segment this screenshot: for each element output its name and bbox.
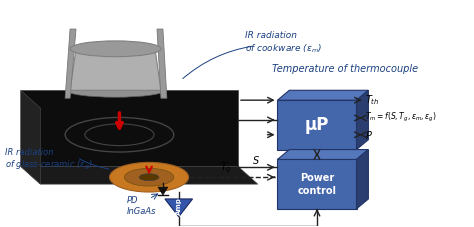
Text: Power
control: Power control xyxy=(298,173,337,196)
Ellipse shape xyxy=(109,162,189,192)
Polygon shape xyxy=(277,159,356,209)
Text: Amp: Amp xyxy=(176,197,182,215)
Text: IR radiation
of cookware ($\varepsilon_m$): IR radiation of cookware ($\varepsilon_m… xyxy=(245,31,322,55)
Text: $T_m = f(S,T_g,\varepsilon_m,\varepsilon_g)$: $T_m = f(S,T_g,\varepsilon_m,\varepsilon… xyxy=(365,111,437,124)
Polygon shape xyxy=(157,29,167,98)
Polygon shape xyxy=(277,100,356,150)
Polygon shape xyxy=(277,90,368,100)
Text: $S$: $S$ xyxy=(252,154,260,166)
Polygon shape xyxy=(356,90,368,150)
Ellipse shape xyxy=(70,41,161,57)
Polygon shape xyxy=(277,150,368,159)
Text: $T_g$: $T_g$ xyxy=(220,160,232,175)
Text: $P$: $P$ xyxy=(365,129,373,141)
Polygon shape xyxy=(356,150,368,209)
Polygon shape xyxy=(21,90,40,184)
Ellipse shape xyxy=(124,168,174,186)
Polygon shape xyxy=(65,29,76,98)
Ellipse shape xyxy=(139,174,159,181)
Polygon shape xyxy=(21,90,238,166)
Polygon shape xyxy=(165,199,192,217)
Text: PD
InGaAs: PD InGaAs xyxy=(127,196,156,216)
Polygon shape xyxy=(158,187,168,195)
Polygon shape xyxy=(21,166,258,184)
Text: $T_{th}$: $T_{th}$ xyxy=(365,93,380,107)
Text: Temperature of thermocouple: Temperature of thermocouple xyxy=(272,64,418,74)
Text: μP: μP xyxy=(305,116,329,134)
Text: IR radiation
of glass-ceramic ($\varepsilon_g$): IR radiation of glass-ceramic ($\varepsi… xyxy=(5,148,92,172)
Polygon shape xyxy=(70,49,161,90)
Ellipse shape xyxy=(66,83,165,97)
